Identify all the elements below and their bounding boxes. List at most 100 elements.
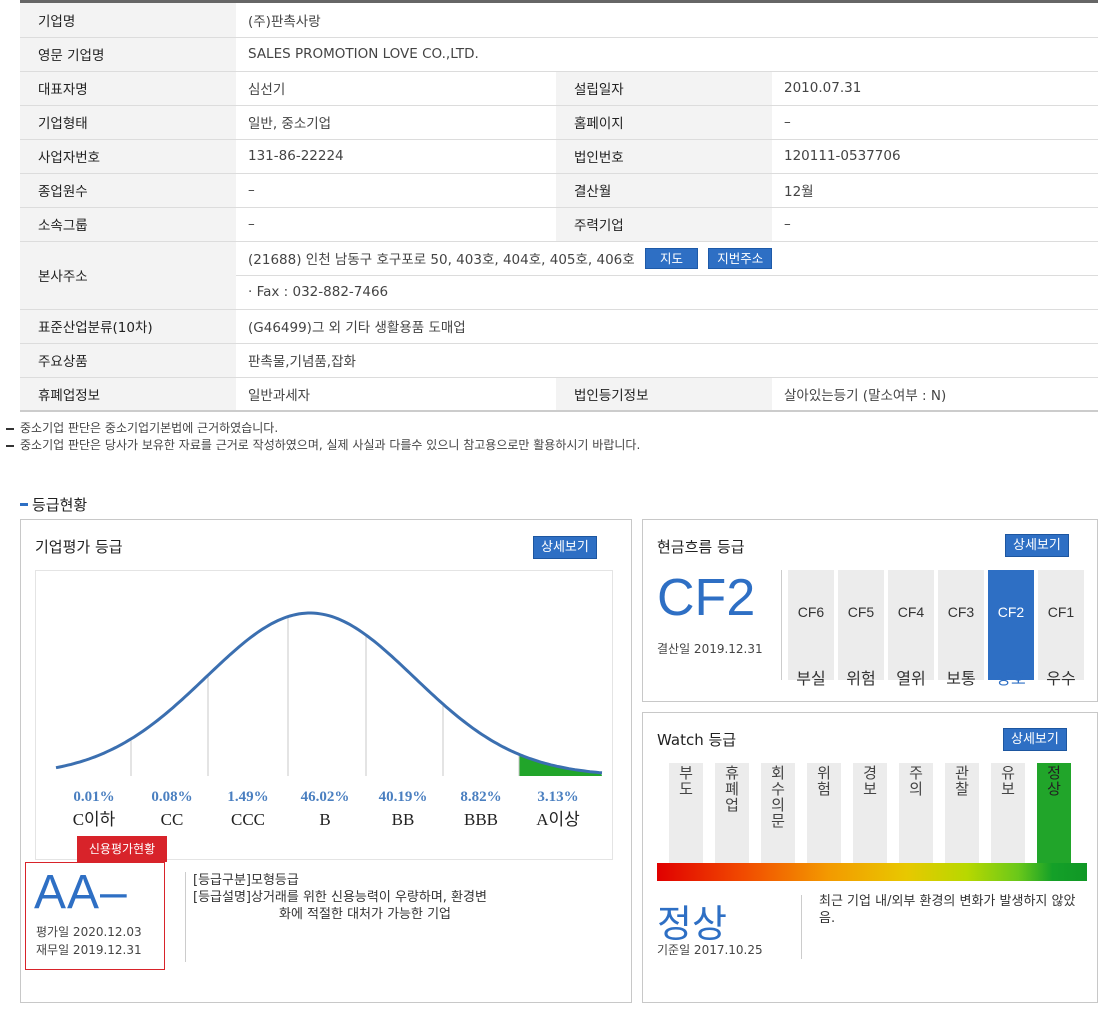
address-cell: (21688) 인천 남동구 호구포로 50, 403호, 404호, 405호… (236, 241, 1099, 276)
cf-cell-label: 양호 (996, 669, 1026, 688)
table-row: 본사주소 (21688) 인천 남동구 호구포로 50, 403호, 404호,… (20, 241, 1099, 310)
products-value: 판촉물,기념품,잡화 (236, 343, 1099, 378)
settle-label: 결산월 (556, 173, 772, 208)
closure-value: 일반과세자 (236, 377, 556, 412)
grade-type: [등급구분]모형등급 (193, 873, 299, 888)
industry-value: (G46499)그 외 기타 생활용품 도매업 (236, 309, 1099, 344)
table-row: 주요상품 판촉물,기념품,잡화 (20, 343, 1099, 378)
founded-label: 설립일자 (556, 71, 772, 106)
ceo-label: 대표자명 (20, 71, 236, 106)
eval-date: 평가일 2020.12.03 (36, 925, 142, 939)
table-row: 표준산업분류(10차) (G46499)그 외 기타 생활용품 도매업 (20, 309, 1099, 344)
grade-description: [등급구분]모형등급 [등급설명]상거래를 위한 신용능력이 우량하며, 환경변… (193, 872, 487, 923)
table-row: · Fax : 032-882-7466 (20, 275, 1099, 310)
cf-grade: CF2 (657, 569, 756, 627)
cf-cell-label: 보통 (946, 669, 976, 688)
registry-label: 법인등기정보 (556, 377, 772, 412)
cf-cell-name: CF3 (947, 604, 975, 620)
distribution-grade: CCC (231, 810, 265, 829)
watch-grade: 정상 (657, 902, 727, 946)
distribution-grade: C이하 (73, 810, 116, 829)
cf-cell-name: CF6 (797, 604, 825, 620)
industry-label: 표준산업분류(10차) (20, 309, 236, 344)
table-row: 영문 기업명 SALES PROMOTION LOVE CO.,LTD. (20, 37, 1099, 72)
credit-grade-box: AA– 평가일 2020.12.03 재무일 2019.12.31 (25, 862, 165, 970)
employees-value: – (236, 173, 556, 208)
watch-scale-bar (657, 863, 1087, 881)
distribution-pct: 0.08% (151, 789, 192, 805)
address-value: (21688) 인천 남동구 호구포로 50, 403호, 404호, 405호… (248, 251, 635, 268)
cf-cell-name: CF4 (897, 604, 925, 620)
distribution-curve: 0.01% 0.08% 1.49% 46.02% 40.19% 8.82% 3.13% C이… (55, 611, 603, 829)
corpno-value: 120111-0537706 (772, 139, 1099, 174)
cf-cell-label: 부실 (796, 669, 826, 688)
main-corp-value: – (772, 207, 1099, 242)
table-row: 대표자명 심선기 설립일자 2010.07.31 (20, 71, 1099, 106)
curve-line (55, 611, 603, 775)
note-item: 중소기업 판단은 중소기업기본법에 근거하였습니다. (6, 420, 640, 437)
jibun-address-button[interactable]: 지번주소 (708, 247, 773, 269)
homepage-value: – (772, 105, 1099, 140)
eval-panel-title: 기업평가 등급 (35, 538, 123, 556)
distribution-grade: BB (392, 810, 415, 829)
credit-eval-tag: 신용평가현황 (77, 836, 167, 862)
grade-explain: [등급설명]상거래를 위한 신용능력이 우량하며, 환경변 (193, 890, 487, 905)
cf-cell-cf5: CF5 (838, 570, 884, 680)
eng-name-label: 영문 기업명 (20, 37, 236, 72)
cf-panel-title: 현금흐름 등급 (657, 538, 745, 556)
homepage-label: 홈페이지 (556, 105, 772, 140)
distribution-pct: 3.13% (537, 789, 578, 805)
fax-value: · Fax : 032-882-7466 (236, 275, 1099, 310)
cf-cell-label: 위험 (846, 669, 876, 688)
grade-explain-cont: 화에 적절한 대처가 가능한 기업 (279, 907, 452, 922)
cf-cell-name: CF5 (847, 604, 875, 620)
type-value: 일반, 중소기업 (236, 105, 556, 140)
cf-cell-name: CF1 (1047, 604, 1075, 620)
map-button[interactable]: 지도 (644, 247, 698, 269)
distribution-grade: A이상 (536, 810, 580, 829)
products-label: 주요상품 (20, 343, 236, 378)
company-name-label: 기업명 (20, 3, 236, 38)
cashflow-grade-panel: 현금흐름 등급 상세보기 CF2 결산일 2019.12.31 CF6 부실 CF5… (642, 519, 1098, 702)
distribution-grade: CC (161, 810, 184, 829)
group-label: 소속그룹 (20, 207, 236, 242)
bizno-value: 131-86-22224 (236, 139, 556, 174)
table-row: 종업원수 – 결산월 12월 (20, 173, 1099, 208)
cf-cell-label: 우수 (1046, 669, 1076, 688)
distribution-pct: 46.02% (301, 789, 350, 805)
watch-detail-button[interactable]: 상세보기 (1003, 728, 1067, 751)
note-item: 중소기업 판단은 당사가 보유한 자료를 근거로 작성하였으며, 실제 사실과 … (6, 437, 640, 454)
eval-detail-button[interactable]: 상세보기 (533, 536, 597, 559)
cf-detail-button[interactable]: 상세보기 (1005, 534, 1069, 557)
divider (185, 872, 186, 962)
watch-panel-title: Watch 등급 (657, 731, 737, 749)
watch-description: 최근 기업 내/외부 환경의 변화가 발생하지 않았음. (819, 894, 1076, 926)
notes: 중소기업 판단은 중소기업기본법에 근거하였습니다. 중소기업 판단은 당사가 … (6, 420, 640, 454)
ceo-value: 심선기 (236, 71, 556, 106)
divider (801, 895, 802, 959)
cf-cell-label: 열위 (896, 669, 926, 688)
company-name: (주)판촉사랑 (236, 3, 1099, 38)
distribution-pct: 40.19% (379, 789, 428, 805)
main-corp-label: 주력기업 (556, 207, 772, 242)
distribution-pct: 1.49% (227, 789, 268, 805)
cf-cell-cf2: CF2 (988, 570, 1034, 680)
distribution-pct: 8.82% (460, 789, 501, 805)
cf-cell-cf4: CF4 (888, 570, 934, 680)
bizno-label: 사업자번호 (20, 139, 236, 174)
